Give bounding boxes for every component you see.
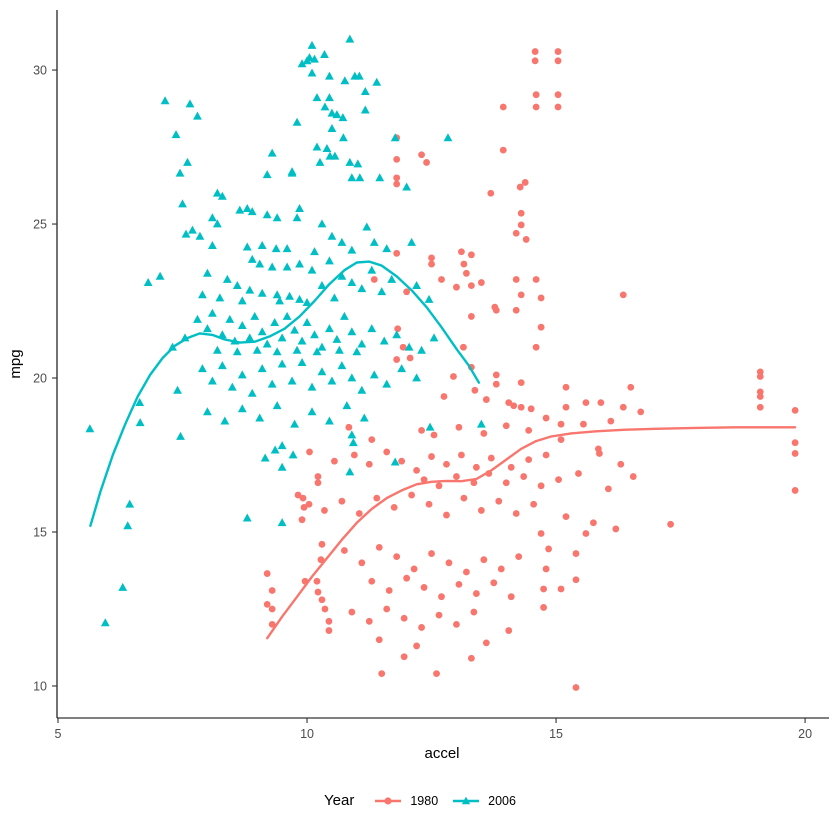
svg-text:10: 10 xyxy=(300,727,314,741)
legend-key-triangle-icon xyxy=(453,796,480,804)
legend-item-1980: 1980 xyxy=(374,793,438,809)
smooth-lines-layer xyxy=(89,260,797,640)
svg-text:20: 20 xyxy=(33,372,47,386)
points-layer xyxy=(85,34,799,691)
axes-layer: 5 10 15 20 10 15 20 25 30 xyxy=(33,10,829,741)
x-axis-title: accel xyxy=(424,745,459,762)
svg-text:25: 25 xyxy=(33,218,47,232)
svg-text:15: 15 xyxy=(549,727,563,741)
legend-item-2006: 2006 xyxy=(452,793,516,809)
legend-title: Year xyxy=(324,792,355,809)
legend-key-circle-icon xyxy=(375,796,402,805)
svg-text:10: 10 xyxy=(33,679,47,693)
legend-label-2006: 2006 xyxy=(488,793,516,808)
svg-text:15: 15 xyxy=(33,525,47,539)
y-axis-title: mpg xyxy=(7,349,24,378)
legend: Year 1980 2006 xyxy=(0,792,840,809)
svg-text:30: 30 xyxy=(33,64,47,78)
scatter-plot: 5 10 15 20 10 15 20 25 30 accel mpg xyxy=(7,10,829,762)
legend-label-1980: 1980 xyxy=(410,793,439,808)
svg-text:5: 5 xyxy=(55,727,62,741)
svg-text:20: 20 xyxy=(798,727,812,741)
